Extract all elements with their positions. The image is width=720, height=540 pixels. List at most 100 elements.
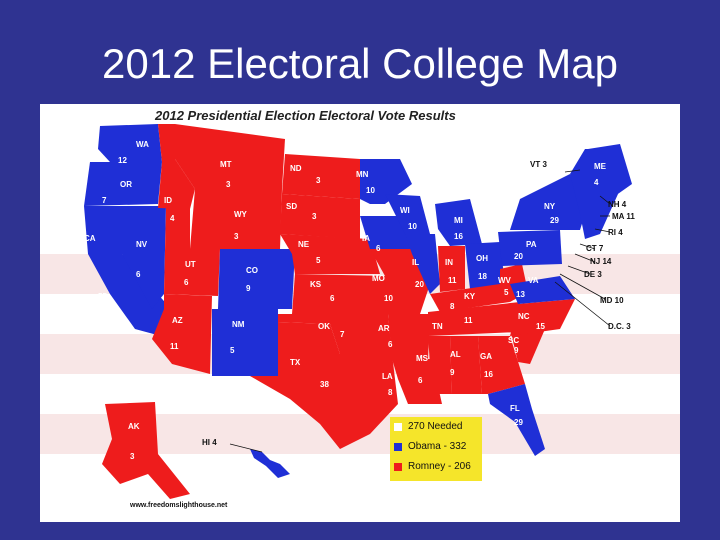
state-WY [190, 189, 282, 249]
label-PA: PA [526, 240, 537, 249]
label-AK: AK [128, 422, 140, 431]
votes-WY: 3 [234, 232, 239, 241]
votes-IA: 6 [376, 244, 381, 253]
label-ME: ME [594, 162, 606, 171]
votes-NC: 15 [536, 322, 545, 331]
state-OH [465, 242, 505, 289]
votes-IN: 11 [448, 276, 457, 285]
label-FL: FL [510, 404, 520, 413]
state-KY [430, 284, 510, 312]
legend-swatch-needed [394, 423, 402, 431]
label-MN: MN [356, 170, 369, 179]
legend-needed: 270 Needed [394, 421, 482, 435]
votes-TX: 38 [320, 380, 329, 389]
votes-NY: 29 [550, 216, 559, 225]
state-AL [450, 336, 482, 394]
map-heading: 2012 Presidential Election Electoral Vot… [155, 108, 456, 123]
state-AK [102, 402, 190, 499]
label-MO: MO [372, 274, 385, 283]
votes-GA: 16 [484, 370, 493, 379]
state-NY [510, 174, 585, 230]
callout-MD: MD 10 [600, 296, 624, 305]
state-NE [280, 234, 380, 274]
label-OK: OK [318, 322, 330, 331]
state-IL [405, 234, 440, 294]
state-MS [428, 336, 452, 394]
votes-LA: 8 [388, 388, 393, 397]
state-CO [218, 249, 295, 309]
state-TN [428, 302, 520, 336]
label-IA: IA [362, 234, 370, 243]
callout-DC: D.C. 3 [608, 322, 631, 331]
state-NV [122, 206, 166, 309]
votes-MT: 3 [226, 180, 231, 189]
label-ID: ID [164, 196, 172, 205]
votes-CO: 9 [246, 284, 251, 293]
label-TX: TX [290, 358, 301, 367]
votes-PA: 20 [514, 252, 523, 261]
votes-NV: 6 [136, 270, 141, 279]
label-KS: KS [310, 280, 322, 289]
state-MN [345, 159, 412, 204]
votes-OR: 7 [102, 196, 107, 205]
votes-CA: 55 [98, 292, 107, 301]
callout-HI: HI 4 [202, 438, 217, 447]
state-PA [498, 230, 562, 266]
state-HI [250, 449, 290, 478]
label-WY: WY [234, 210, 247, 219]
votes-ND: 3 [316, 176, 321, 185]
state-UT [164, 208, 220, 296]
state-IN [438, 246, 465, 292]
label-WA: WA [136, 140, 149, 149]
votes-IL: 20 [415, 280, 424, 289]
votes-OK: 7 [340, 330, 345, 339]
map-shapes [40, 104, 680, 522]
votes-NM: 5 [230, 346, 235, 355]
legend-swatch-obama [394, 443, 402, 451]
label-WV: WV [498, 276, 511, 285]
votes-AZ: 11 [170, 342, 179, 351]
state-NM [212, 309, 278, 376]
votes-OH: 18 [478, 272, 487, 281]
label-CA: CA [84, 234, 96, 243]
state-VA [510, 276, 575, 304]
state-CA [84, 206, 180, 339]
votes-UT: 6 [184, 278, 189, 287]
label-OR: OR [120, 180, 132, 189]
label-UT: UT [185, 260, 196, 269]
label-TN: TN [432, 322, 443, 331]
callout-NJ: NJ 14 [590, 257, 612, 266]
votes-ID: 4 [170, 214, 175, 223]
votes-SD: 3 [312, 212, 317, 221]
votes-AR: 6 [388, 340, 393, 349]
label-IL: IL [412, 258, 420, 267]
label-AZ: AZ [172, 316, 183, 325]
votes-WA: 12 [118, 156, 127, 165]
state-SD [280, 194, 360, 239]
callout-CT: CT 7 [586, 244, 604, 253]
votes-TN: 11 [464, 316, 473, 325]
label-NM: NM [232, 320, 245, 329]
state-TX [250, 322, 398, 449]
source-url: www.freedomslighthouse.net [130, 502, 228, 509]
callout-NH: NH 4 [608, 200, 627, 209]
votes-MS: 6 [418, 376, 423, 385]
label-WI: WI [400, 206, 410, 215]
state-FL [488, 384, 545, 456]
votes-ME: 4 [594, 178, 599, 187]
callout-DE: DE 3 [584, 270, 602, 279]
callout-VT: VT 3 [530, 160, 547, 169]
label-NC: NC [518, 312, 530, 321]
state-SC [510, 329, 545, 364]
state-OR [84, 162, 162, 206]
state-OK [278, 314, 392, 354]
label-MI: MI [454, 216, 463, 225]
legend-obama-label: Obama - 332 [408, 441, 467, 452]
label-IN: IN [445, 258, 453, 267]
callout-RI: RI 4 [608, 228, 623, 237]
state-ND [282, 154, 360, 199]
label-AR: AR [378, 324, 390, 333]
label-LA: LA [382, 372, 393, 381]
label-NY: NY [544, 202, 556, 211]
label-NE: NE [298, 240, 310, 249]
